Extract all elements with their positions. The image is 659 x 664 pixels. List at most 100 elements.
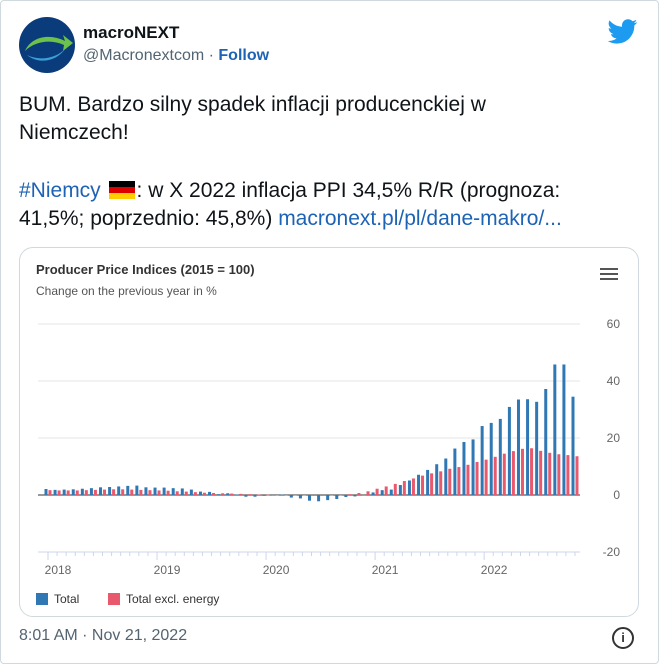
bar-excl-energy <box>384 486 388 495</box>
legend-excl-energy[interactable]: Total excl. energy <box>108 592 219 606</box>
bar-excl-energy <box>421 475 425 495</box>
article-link[interactable]: macronext.pl/pl/dane-makro/... <box>278 207 562 230</box>
bar-total <box>99 487 103 495</box>
bar-total <box>217 494 221 495</box>
bar-total <box>253 495 257 497</box>
bar-excl-energy <box>357 493 361 495</box>
tweet-line-1: BUM. Bardzo silny spadek inflacji produc… <box>19 93 486 116</box>
y-tick-label: -20 <box>603 545 621 559</box>
bar-excl-energy <box>511 451 515 495</box>
bar-excl-energy <box>321 495 325 496</box>
bar-excl-energy <box>93 489 97 495</box>
bar-total <box>144 487 148 495</box>
bar-total <box>389 489 393 495</box>
bar-excl-energy <box>539 450 543 495</box>
chart-card[interactable]: Producer Price Indices (2015 = 100) Chan… <box>19 247 639 617</box>
bar-excl-energy <box>339 495 343 496</box>
chart-menu-icon[interactable] <box>600 268 618 283</box>
bar-excl-energy <box>184 491 188 495</box>
bar-excl-energy <box>520 448 524 495</box>
bar-excl-energy <box>212 493 216 495</box>
bar-total <box>526 399 530 495</box>
bar-total <box>344 495 348 497</box>
bar-excl-energy <box>330 495 334 496</box>
bar-total <box>235 494 239 496</box>
bar-total <box>126 485 130 495</box>
bar-total <box>153 487 157 495</box>
bar-total <box>44 489 48 495</box>
tweet-timestamp[interactable]: 8:01 AM · Nov 21, 2022 <box>19 627 188 644</box>
bar-excl-energy <box>548 452 552 495</box>
y-tick-label: 40 <box>607 374 621 388</box>
bar-total <box>480 426 484 495</box>
bar-excl-energy <box>366 491 370 495</box>
chart-subtitle: Change on the previous year in % <box>36 284 217 298</box>
bar-excl-energy <box>248 494 252 495</box>
bar-total <box>208 491 212 495</box>
bar-total <box>71 489 75 495</box>
bar-excl-energy <box>393 483 397 495</box>
info-icon[interactable]: i <box>612 627 634 649</box>
bar-excl-energy <box>48 490 52 495</box>
bar-total <box>498 418 502 495</box>
bar-total <box>117 486 121 495</box>
x-tick-label: 2018 <box>45 563 72 577</box>
bar-total <box>335 495 339 499</box>
x-tick-label: 2019 <box>154 563 181 577</box>
bar-total <box>426 469 430 495</box>
bar-excl-energy <box>284 495 288 496</box>
bar-total <box>444 458 448 495</box>
author-handle[interactable]: @Macronextcom <box>83 47 205 64</box>
bar-excl-energy <box>375 488 379 495</box>
bar-total <box>171 488 175 495</box>
author-handle-row: @Macronextcom · Follow <box>83 47 269 65</box>
follow-button[interactable]: Follow <box>218 47 270 64</box>
legend-total[interactable]: Total <box>36 592 79 606</box>
tweet-line-4: 41,5%; poprzednio: 45,8%) macronext.pl/p… <box>19 205 562 233</box>
bar-excl-energy <box>484 459 488 495</box>
chart-title: Producer Price Indices (2015 = 100) <box>36 262 255 277</box>
bar-total <box>489 422 493 495</box>
bar-excl-energy <box>448 468 452 495</box>
y-tick-label: 0 <box>613 488 620 502</box>
bar-total <box>198 491 202 495</box>
bar-total <box>362 495 366 496</box>
legend-total-swatch <box>36 593 48 605</box>
bar-total <box>544 388 548 495</box>
bar-excl-energy <box>157 490 161 495</box>
bar-total <box>289 495 293 498</box>
bar-total <box>417 474 421 495</box>
legend-total-label: Total <box>54 592 80 606</box>
bar-total <box>226 493 230 495</box>
bar-total <box>244 495 248 497</box>
bar-total <box>271 495 275 496</box>
x-tick-label: 2021 <box>372 563 399 577</box>
bar-total <box>471 439 475 495</box>
bar-excl-energy <box>221 493 225 495</box>
bar-total <box>535 401 539 495</box>
bar-total <box>407 480 411 495</box>
bar-excl-energy <box>266 494 270 496</box>
author-name[interactable]: macroNEXT <box>83 23 180 42</box>
hashtag-link[interactable]: #Niemcy <box>19 179 101 202</box>
bar-total <box>462 441 466 495</box>
bar-total <box>371 492 375 495</box>
bar-excl-energy <box>293 495 297 496</box>
bar-excl-energy <box>121 489 125 495</box>
bar-total <box>317 495 321 502</box>
bar-total <box>108 487 112 495</box>
bar-excl-energy <box>475 461 479 495</box>
twitter-bird-icon[interactable] <box>607 19 639 45</box>
bar-excl-energy <box>457 467 461 495</box>
bar-total <box>507 406 511 495</box>
bar-total <box>308 495 311 501</box>
bar-excl-energy <box>439 471 443 495</box>
bar-excl-energy <box>239 493 243 495</box>
bar-total <box>562 364 566 495</box>
bar-total <box>162 487 166 495</box>
bar-excl-energy <box>84 490 88 495</box>
avatar[interactable] <box>19 17 75 73</box>
bar-total <box>398 485 402 495</box>
bar-excl-energy <box>193 492 197 495</box>
